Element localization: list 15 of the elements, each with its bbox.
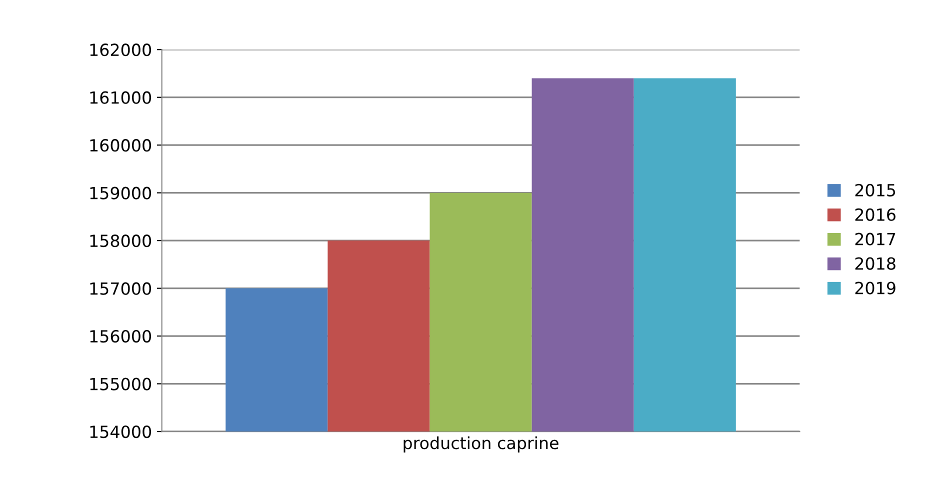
y-tick-label: 157000: [90, 282, 152, 295]
legend-label: 2015: [855, 184, 896, 196]
y-tick-label: 154000: [90, 425, 152, 438]
legend-label: 2017: [855, 232, 896, 246]
legend-label: 2019: [855, 282, 896, 294]
y-tick-label: 158000: [90, 234, 152, 248]
y-tick-label: 156000: [90, 330, 152, 343]
y-tick-label: 155000: [90, 378, 152, 390]
y-tick-label: 161000: [90, 91, 152, 104]
y-tick-label: 159000: [90, 186, 152, 200]
legend-label: 2016: [855, 208, 896, 221]
legend-label: 2018: [855, 257, 896, 270]
x-tick-label: production caprine: [404, 436, 558, 453]
y-tick-label: 162000: [90, 44, 152, 56]
y-tick-label: 160000: [90, 139, 152, 152]
